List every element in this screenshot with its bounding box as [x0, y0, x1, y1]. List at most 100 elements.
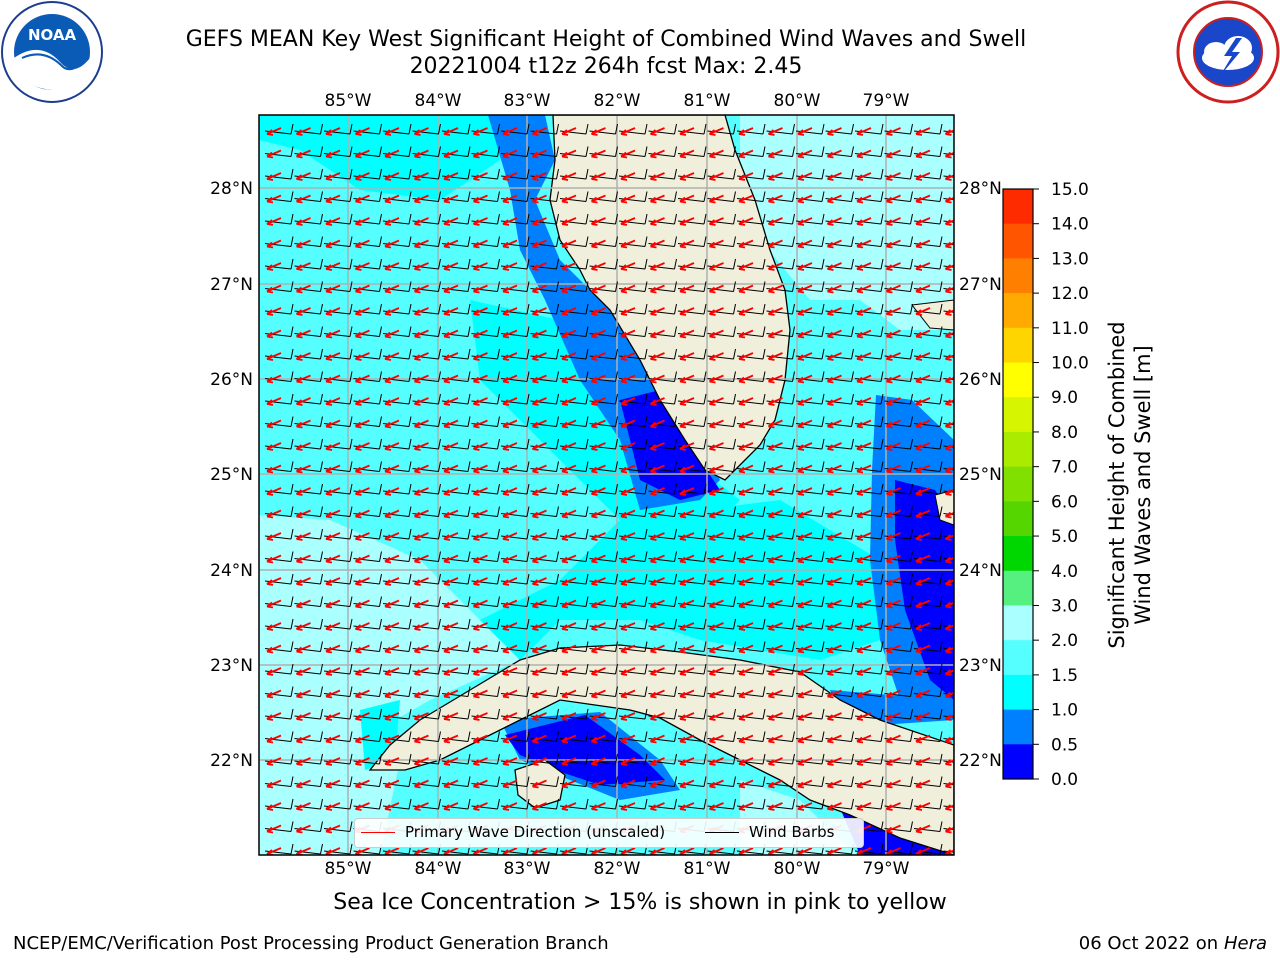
wave-direction-arrow	[856, 464, 872, 474]
wave-direction-arrow	[384, 622, 400, 631]
wave-direction-arrow	[443, 532, 459, 541]
cuba-land	[368, 644, 954, 855]
wave-direction-arrow	[679, 532, 695, 541]
colorbar	[1003, 189, 1033, 780]
wave-direction-arrow	[354, 487, 370, 496]
wave-direction-arrow	[325, 667, 341, 676]
wave-direction-arrow	[590, 194, 606, 204]
wave-region-2	[259, 515, 520, 760]
wave-direction-arrow	[885, 577, 901, 586]
wave-direction-arrow	[590, 802, 606, 811]
wave-direction-arrow	[354, 532, 370, 541]
wave-direction-arrow	[708, 397, 724, 406]
wave-direction-arrow	[413, 509, 429, 519]
wave-direction-arrow	[590, 689, 606, 699]
colorbar-tick-label: 13.0	[1051, 249, 1089, 269]
wave-direction-arrow	[413, 734, 429, 744]
wave-direction-arrow	[354, 644, 370, 654]
wave-direction-arrow	[738, 712, 754, 721]
colorbar-tick-label: 0.0	[1051, 770, 1078, 790]
wave-direction-arrow	[472, 464, 488, 474]
wave-direction-arrow	[590, 262, 606, 271]
colorbar-tick-label: 9.0	[1051, 388, 1078, 408]
wave-direction-arrow	[885, 824, 901, 834]
wave-direction-arrow	[295, 374, 311, 384]
wave-direction-arrow	[443, 217, 459, 226]
wave-direction-arrow	[944, 601, 954, 609]
wave-direction-arrow	[295, 757, 311, 766]
wave-direction-arrow	[531, 419, 547, 429]
florida-land	[549, 115, 791, 481]
wave-direction-arrow	[266, 149, 282, 159]
wave-direction-arrow	[856, 419, 872, 429]
wave-direction-arrow	[797, 217, 813, 226]
colorbar-segment	[1003, 223, 1033, 259]
wave-direction-arrow	[266, 217, 282, 226]
wave-direction-arrow	[531, 307, 547, 316]
wave-direction-arrow	[797, 397, 813, 406]
wave-direction-arrow	[944, 376, 954, 384]
wave-direction-arrow	[944, 444, 954, 451]
wave-direction-arrow	[708, 374, 724, 384]
wave-direction-arrow	[472, 622, 488, 631]
wave-direction-arrow	[561, 509, 577, 519]
wave-direction-arrow	[561, 194, 577, 204]
nws-logo	[1176, 0, 1280, 104]
wave-direction-arrow	[531, 194, 547, 204]
wave-direction-arrow	[708, 622, 724, 631]
wave-direction-arrow	[856, 689, 872, 699]
wave-direction-arrow	[826, 779, 842, 789]
wave-direction-arrow	[738, 734, 754, 744]
wave-direction-arrow	[767, 757, 783, 766]
wave-direction-arrow	[708, 554, 724, 564]
wave-direction-arrow	[384, 712, 400, 721]
footer-date: 06 Oct 2022 on Hera	[1079, 933, 1267, 954]
lon-label: 82°W	[594, 91, 641, 111]
wave-direction-arrow	[797, 127, 813, 136]
wave-direction-arrow	[885, 464, 901, 474]
wave-direction-arrow	[708, 599, 724, 609]
wave-direction-arrow	[354, 352, 370, 361]
wave-direction-arrow	[295, 487, 311, 496]
wave-direction-arrow	[502, 307, 518, 316]
wave-direction-arrow	[472, 284, 488, 294]
wave-direction-arrow	[266, 464, 282, 474]
wave-direction-arrow	[443, 419, 459, 429]
colorbar-segment	[1003, 640, 1033, 676]
wave-direction-arrow	[944, 579, 954, 586]
wave-direction-arrow	[679, 419, 695, 429]
wave-direction-arrow	[531, 599, 547, 609]
wave-direction-arrow	[856, 779, 872, 789]
wave-direction-arrow	[561, 802, 577, 811]
wave-direction-arrow	[325, 599, 341, 609]
wave-direction-arrow	[413, 374, 429, 384]
wave-direction-arrow	[502, 397, 518, 406]
wave-direction-arrow	[325, 307, 341, 316]
wave-direction-arrow	[325, 194, 341, 204]
wave-direction-arrow	[767, 262, 783, 271]
wave-direction-arrow	[679, 577, 695, 586]
wave-direction-arrow	[856, 307, 872, 316]
wave-direction-arrow	[885, 194, 901, 204]
colorbar-tick-label: 14.0	[1051, 215, 1089, 235]
wave-direction-arrow	[590, 397, 606, 406]
wave-direction-arrow	[531, 779, 547, 789]
wave-direction-arrow	[856, 622, 872, 631]
wave-direction-arrow	[679, 712, 695, 721]
wave-direction-arrow	[384, 779, 400, 789]
colorbar-segment	[1003, 293, 1033, 329]
wave-direction-arrow	[354, 509, 370, 519]
wave-direction-arrow	[590, 464, 606, 474]
wave-direction-arrow	[295, 239, 311, 249]
wave-direction-arrow	[915, 127, 931, 136]
wave-direction-arrow	[915, 442, 931, 451]
wave-direction-arrow	[561, 599, 577, 609]
wave-direction-arrow	[738, 464, 754, 474]
wave-direction-arrow	[502, 217, 518, 226]
wave-direction-arrow	[443, 262, 459, 271]
wave-direction-arrow	[856, 487, 872, 496]
wave-direction-arrow	[885, 149, 901, 159]
wave-direction-arrow	[531, 284, 547, 294]
wave-direction-arrow	[502, 667, 518, 676]
